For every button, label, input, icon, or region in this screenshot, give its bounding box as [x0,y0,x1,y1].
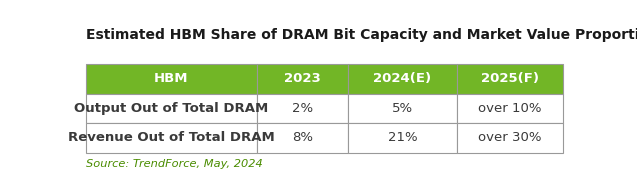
Text: 2%: 2% [292,102,313,115]
Bar [85,94,257,123]
Text: Output Out of Total DRAM: Output Out of Total DRAM [74,102,268,115]
Bar [257,123,348,152]
Text: TRENDFORCE: TRENDFORCE [222,109,431,137]
Text: over 10%: over 10% [478,102,541,115]
Text: Source: TrendForce, May, 2024: Source: TrendForce, May, 2024 [85,159,262,169]
Text: Estimated HBM Share of DRAM Bit Capacity and Market Value Proportion, 2023–2025: Estimated HBM Share of DRAM Bit Capacity… [85,28,637,42]
Bar [85,64,257,94]
Text: 21%: 21% [387,131,417,144]
Bar [348,94,457,123]
Bar [457,123,562,152]
Bar [348,123,457,152]
Text: 2024(E): 2024(E) [373,73,431,85]
Text: 2023: 2023 [284,73,321,85]
Text: 2025(F): 2025(F) [480,73,538,85]
Bar [457,64,562,94]
Text: 8%: 8% [292,131,313,144]
Bar [257,64,348,94]
Text: 5%: 5% [392,102,413,115]
Text: HBM: HBM [154,73,189,85]
Bar [85,123,257,152]
Bar [457,94,562,123]
Text: Revenue Out of Total DRAM: Revenue Out of Total DRAM [68,131,275,144]
Text: over 30%: over 30% [478,131,541,144]
Bar [348,64,457,94]
Bar [257,94,348,123]
